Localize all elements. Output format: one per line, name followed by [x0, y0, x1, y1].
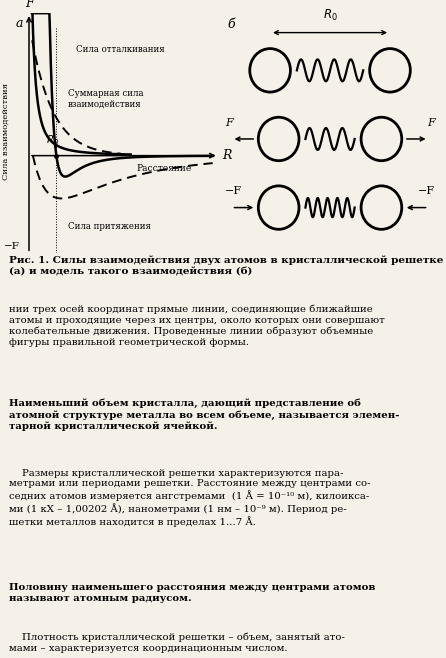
Text: Сила взаимодействия: Сила взаимодействия — [2, 83, 9, 180]
Text: F: F — [25, 0, 33, 11]
Text: Рис. 1. Силы взаимодействия двух атомов в кристаллической решетке
(а) и модель т: Рис. 1. Силы взаимодействия двух атомов … — [9, 255, 443, 277]
Text: −F: −F — [225, 186, 242, 196]
Text: $R_0$: $R_0$ — [322, 9, 338, 24]
Text: R: R — [223, 149, 232, 162]
Text: Плотность кристаллической решетки – объем, занятый ато-
мами – характеризуется к: Плотность кристаллической решетки – объе… — [9, 632, 345, 653]
Text: Наименьший объем кристалла, дающий представление об
атомной структуре металла во: Наименьший объем кристалла, дающий предс… — [9, 399, 399, 431]
Text: Сила притяжения: Сила притяжения — [68, 222, 151, 231]
Text: нии трех осей координат прямые линии, соединяющие ближайшие
атомы и проходящие ч: нии трех осей координат прямые линии, со… — [9, 305, 384, 347]
Text: а: а — [15, 17, 23, 30]
Text: Половину наименьшего расстояния между центрами атомов
называют атомным радиусом.: Половину наименьшего расстояния между це… — [9, 584, 375, 603]
Text: Размеры кристаллической решетки характеризуются пара-
метрами или периодами реше: Размеры кристаллической решетки характер… — [9, 468, 371, 527]
Text: F: F — [225, 118, 233, 128]
Text: −F: −F — [418, 186, 435, 196]
Text: Расстояние: Расстояние — [136, 164, 191, 173]
Text: Сила отталкивания: Сила отталкивания — [76, 45, 165, 55]
Text: б: б — [227, 18, 235, 31]
Text: −F: −F — [4, 241, 19, 251]
Text: F: F — [427, 118, 435, 128]
Text: $R_0$: $R_0$ — [46, 134, 59, 147]
Text: Суммарная сила
взаимодействия: Суммарная сила взаимодействия — [68, 89, 144, 109]
